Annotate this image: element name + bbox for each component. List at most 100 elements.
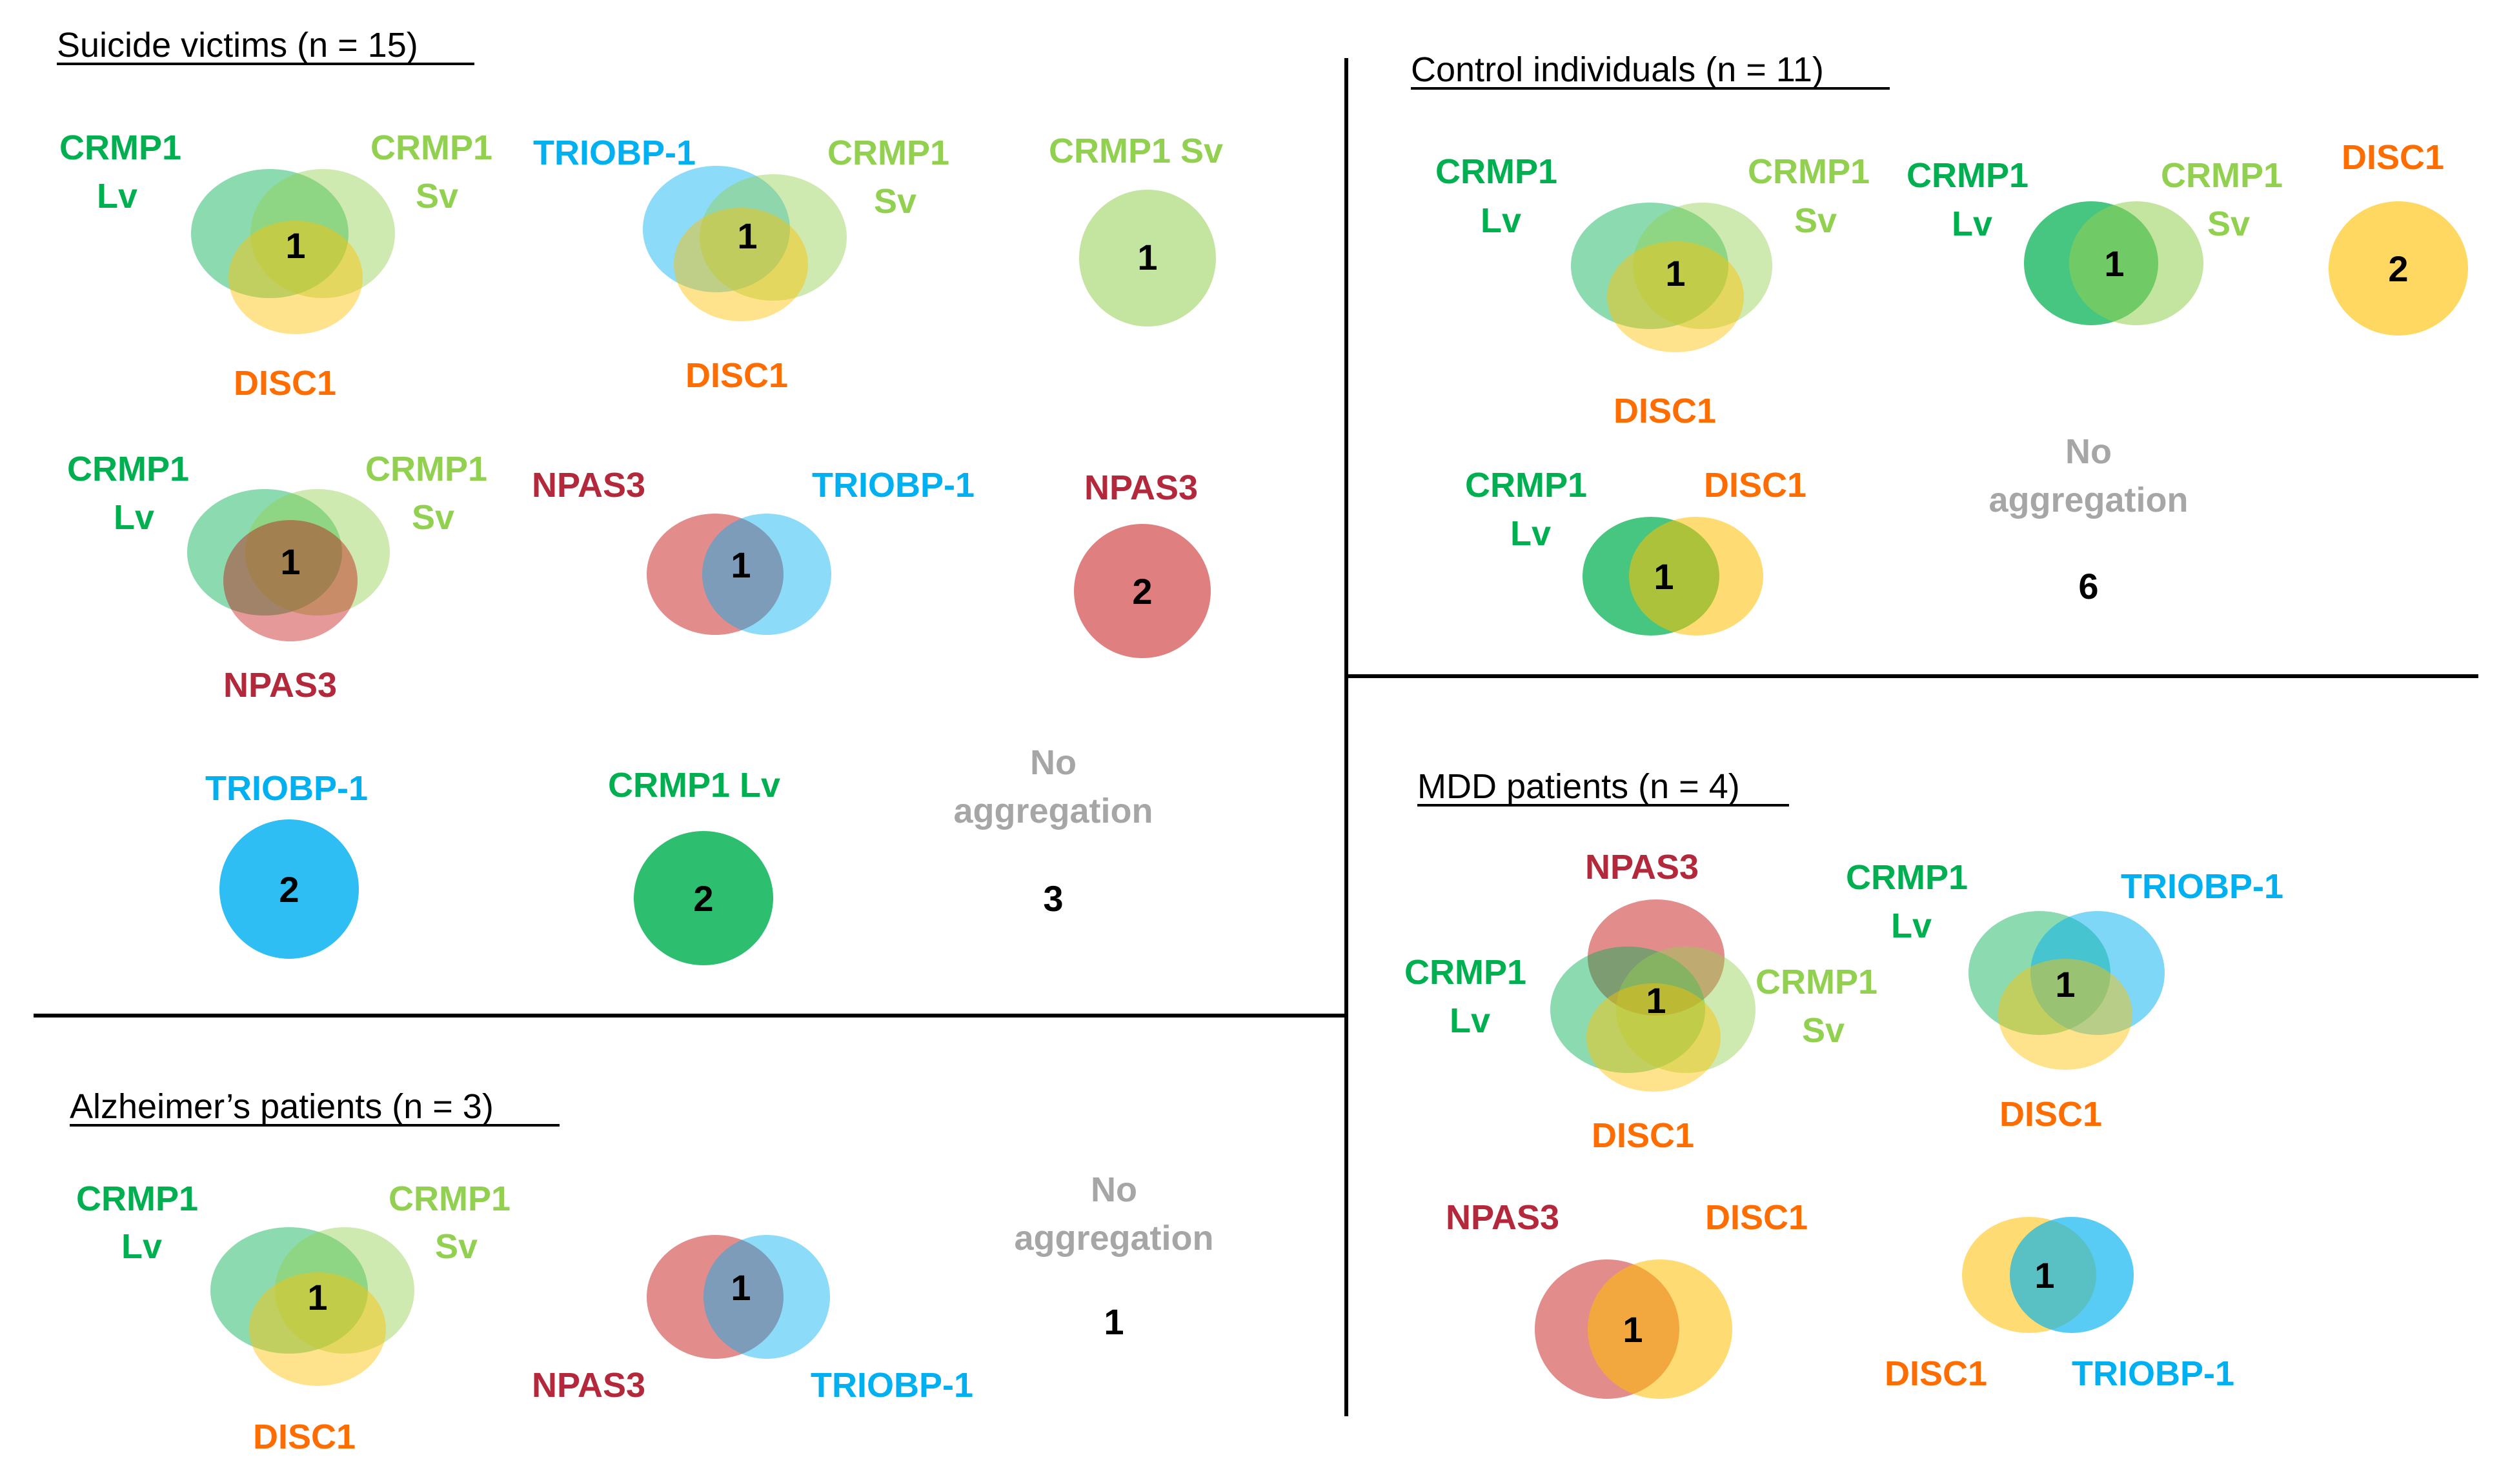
sv-label: Sv — [435, 1227, 478, 1266]
crmp1-label: CRMP1 — [1404, 953, 1526, 992]
section-title-suicide: Suicide victims (n = 15) — [57, 26, 474, 65]
aggregation-label: aggregation — [953, 792, 1153, 830]
crmp1-label: CRMP1 — [1907, 156, 2029, 195]
npas3-label: NPAS3 — [223, 666, 337, 705]
no-aggregation-alzheimer: No aggregation 1 — [1014, 1170, 1213, 1342]
disc1-circle — [1998, 959, 2132, 1070]
crmp1-lv-circle — [634, 831, 773, 965]
crmp1-label: CRMP1 — [1435, 152, 1557, 191]
count-label: 1 — [1104, 1301, 1124, 1342]
venn-control-lv-sv-disc1: 1 CRMP1 Lv CRMP1 Sv DISC1 — [1435, 152, 1870, 430]
crmp1-lv-circle — [1571, 203, 1728, 329]
no-label: No — [2065, 432, 2112, 471]
count-label: 1 — [1665, 253, 1685, 294]
section-title-text: MDD patients — [1417, 767, 1628, 806]
lv-label: Lv — [1481, 201, 1521, 240]
crmp1-sv-circle — [245, 489, 390, 616]
no-aggregation-suicide: No aggregation 3 — [953, 743, 1153, 919]
disc1-label: DISC1 — [1885, 1354, 1987, 1393]
svg-text:MDD patients (n = 4): MDD patients (n = 4) — [1417, 767, 1740, 806]
disc1-label: DISC1 — [1999, 1095, 2102, 1134]
count-label: 1 — [1646, 980, 1666, 1021]
crmp1-lv-circle — [1550, 947, 1705, 1073]
disc1-label: DISC1 — [2342, 138, 2444, 177]
npas3-label: NPAS3 — [1446, 1198, 1559, 1237]
sv-label: Sv — [1794, 201, 1837, 240]
triobp1-circle — [219, 819, 359, 959]
crmp1-sv-circle — [250, 169, 395, 298]
disc1-circle — [1607, 241, 1744, 352]
lv-label: Lv — [1450, 1001, 1490, 1040]
npas3-circle — [1588, 899, 1725, 1016]
no-label: No — [1030, 743, 1077, 782]
section-count-text: (n = 15) — [297, 26, 418, 65]
lv-label: Lv — [1510, 514, 1551, 553]
disc1-label: DISC1 — [1704, 466, 1806, 505]
section-count-text: (n = 3) — [392, 1087, 494, 1126]
npas3-label: NPAS3 — [1084, 468, 1198, 507]
section-title-alzheimer: Alzheimer’s patients (n = 3) — [70, 1087, 560, 1127]
lv-label: Lv — [97, 177, 137, 216]
lv-label: Lv — [1891, 907, 1932, 945]
crmp1-sv-circle — [700, 174, 847, 301]
crmp1-label: CRMP1 — [1755, 963, 1877, 1001]
venn-mdd-lv-triobp-disc1: 1 CRMP1 Lv TRIOBP-1 DISC1 — [1846, 858, 2283, 1134]
npas3-circle — [1074, 524, 1211, 658]
crmp1-label: CRMP1 — [1846, 858, 1968, 897]
venn-control-disc1-only: 2 DISC1 — [2329, 138, 2468, 336]
triobp1-label: TRIOBP-1 — [811, 1366, 973, 1405]
aggregation-label: aggregation — [1014, 1219, 1213, 1258]
crmp1-label: CRMP1 — [1748, 152, 1870, 191]
section-count-text: (n = 11) — [1705, 50, 1824, 89]
section-title-text: Alzheimer’s patients — [70, 1087, 382, 1126]
count-label: 1 — [285, 225, 305, 266]
section-count-text: (n = 4) — [1638, 767, 1740, 806]
npas3-circle — [223, 520, 358, 641]
venn-alzheimer-lv-sv-disc1: 1 CRMP1 Lv CRMP1 Sv DISC1 — [76, 1179, 511, 1456]
disc1-label: DISC1 — [685, 356, 788, 395]
disc1-label: DISC1 — [253, 1418, 356, 1456]
venn-suicide-lv-only: 2 CRMP1 Lv — [608, 766, 780, 965]
lv-label: Lv — [1952, 205, 1992, 243]
venn-mdd-npas3-lv-sv-disc1: 1 NPAS3 CRMP1 Lv CRMP1 Sv DISC1 — [1404, 848, 1877, 1155]
crmp1-label: CRMP1 — [1465, 466, 1587, 505]
disc1-label: DISC1 — [234, 364, 336, 403]
count-label: 1 — [307, 1277, 327, 1318]
svg-text:Control individuals (n = 11): Control individuals (n = 11) — [1411, 50, 1824, 89]
triobp1-circle — [643, 166, 790, 292]
count-label: 1 — [1623, 1309, 1643, 1350]
triobp1-circle — [2010, 1217, 2134, 1333]
count-label: 2 — [1132, 571, 1152, 612]
disc1-circle — [1629, 517, 1763, 636]
triobp1-label: TRIOBP-1 — [812, 466, 975, 505]
triobp1-circle — [702, 514, 831, 635]
count-label: 1 — [731, 545, 751, 585]
crmp1-label: CRMP1 — [370, 128, 492, 167]
aggregation-label: aggregation — [1988, 481, 2188, 519]
triobp1-circle — [703, 1235, 830, 1359]
venn-suicide-npas3-triobp: 1 NPAS3 TRIOBP-1 — [532, 466, 975, 635]
crmp1-label: CRMP1 — [827, 134, 949, 172]
triobp1-label: TRIOBP-1 — [205, 769, 368, 808]
crmp1-lv-circle — [187, 489, 342, 616]
count-label: 2 — [693, 878, 713, 919]
count-label: 1 — [1137, 237, 1157, 277]
crmp1-lv-label: CRMP1 Lv — [608, 766, 780, 805]
crmp1-label: CRMP1 — [59, 128, 181, 167]
venn-suicide-lv-sv-npas3: 1 CRMP1 Lv CRMP1 Sv NPAS3 — [67, 450, 487, 705]
crmp1-label: CRMP1 — [67, 450, 189, 488]
disc1-circle — [228, 221, 363, 334]
crmp1-sv-label: CRMP1 Sv — [1049, 132, 1223, 170]
disc1-circle — [1586, 983, 1721, 1092]
npas3-circle — [647, 514, 784, 635]
sv-label: Sv — [412, 498, 454, 537]
venn-mdd-npas3-disc1: 1 NPAS3 DISC1 — [1446, 1198, 1808, 1399]
sv-label: Sv — [2207, 205, 2250, 243]
crmp1-label: CRMP1 — [76, 1179, 198, 1218]
npas3-label: NPAS3 — [1585, 848, 1699, 887]
count-label: 2 — [2388, 248, 2408, 289]
npas3-label: NPAS3 — [532, 1366, 645, 1405]
lv-label: Lv — [121, 1227, 162, 1266]
triobp1-label: TRIOBP-1 — [2072, 1354, 2234, 1393]
